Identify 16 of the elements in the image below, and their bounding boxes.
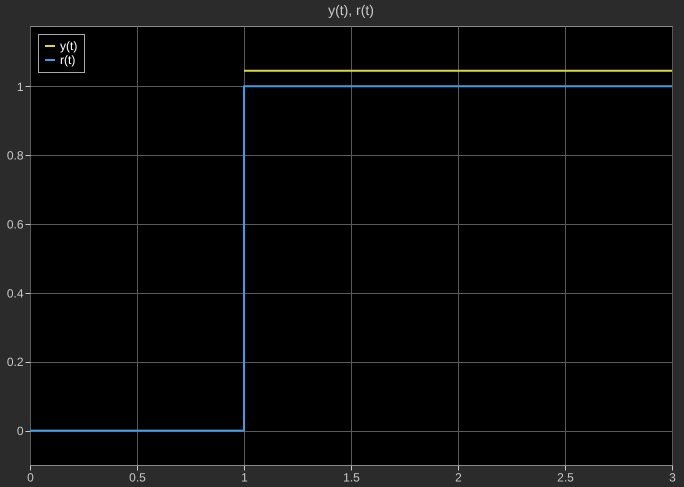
y-tick-label: 0.2 <box>6 355 24 370</box>
x-tick-label: 1 <box>241 470 248 484</box>
x-tick-label: 3 <box>669 470 676 484</box>
y-tick-label: 0 <box>16 424 24 438</box>
y-tick-label: 0.8 <box>6 148 24 163</box>
x-tick-label: 0.5 <box>129 470 146 484</box>
x-tick-label: 0 <box>27 470 34 484</box>
x-tick-label: 2 <box>455 470 462 484</box>
legend-label: y(t) <box>60 39 78 53</box>
y-tick-label: 1 <box>16 80 24 94</box>
y-tick-label: 0.4 <box>6 286 24 300</box>
legend-label: r(t) <box>60 53 76 67</box>
y-tick-label: 0.6 <box>6 217 24 232</box>
chart-title: y(t), r(t) <box>328 2 374 18</box>
x-tick-label: 2.5 <box>557 470 574 484</box>
x-tick-label: 1.5 <box>343 470 360 484</box>
